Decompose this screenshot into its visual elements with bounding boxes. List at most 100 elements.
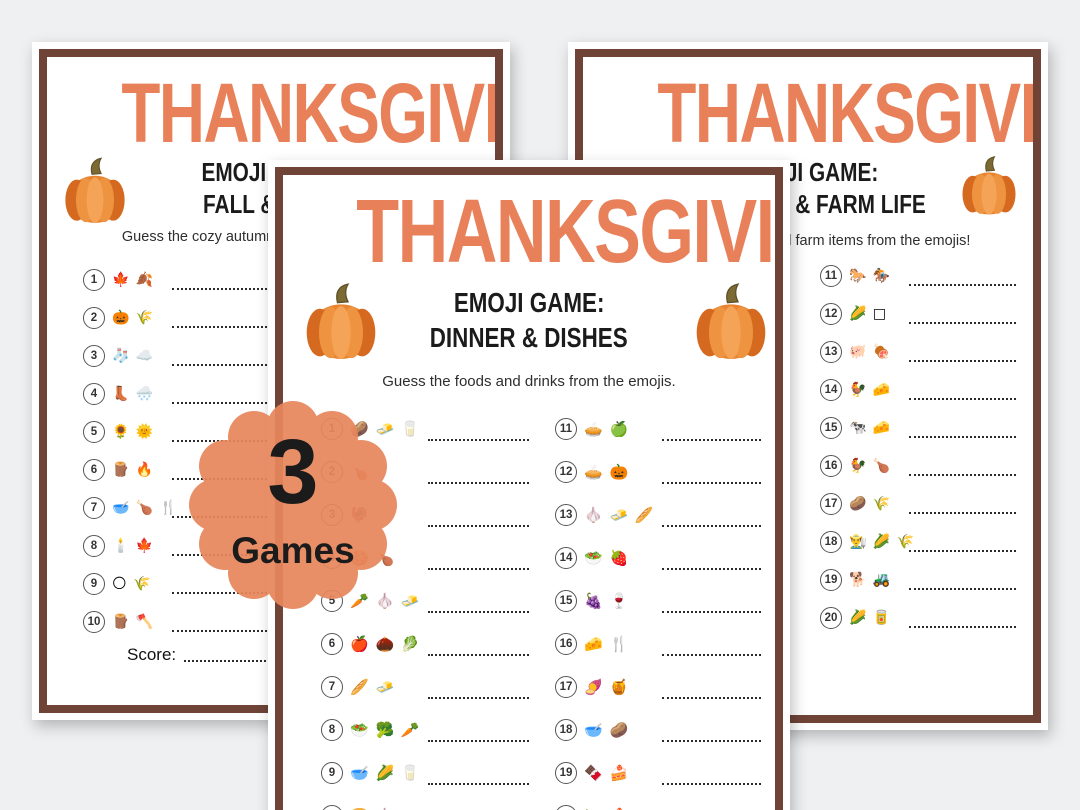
quiz-item-row: 12 🥧 🎃 [555, 450, 767, 493]
item-number: 10 [321, 804, 343, 810]
worksheet-dinner-dishes: THANKSGIVING EMOJI GAME: DINNER & DISHES… [268, 160, 790, 810]
item-number: 14 [820, 379, 842, 401]
item-emoji-clue: 🍋 🍰 [584, 807, 660, 810]
pumpkin-icon [962, 156, 1016, 215]
answer-line [662, 654, 761, 656]
item-emoji-clue: 🍞 🧄 🧈 [350, 807, 426, 810]
badge-count: 3 [267, 421, 319, 523]
answer-line [909, 360, 1016, 362]
item-number: 20 [820, 607, 842, 629]
item-number: 9 [83, 573, 105, 595]
quiz-item-row: 14 🐓 🧀 [820, 371, 1022, 409]
quiz-item-row: 18 🥣 🥔 [555, 708, 767, 751]
item-number: 6 [83, 459, 105, 481]
item-emoji-clue: 🥔 🌾 [849, 496, 892, 512]
item-number: 13 [820, 341, 842, 363]
item-number: 17 [555, 675, 577, 698]
item-emoji-clue: 🌻 🌞 [112, 424, 155, 440]
item-number: 18 [555, 718, 577, 741]
score-line [184, 660, 303, 662]
item-number: 3 [83, 345, 105, 367]
item-number: 15 [820, 417, 842, 439]
item-emoji-clue: 🥗 🍓 [584, 548, 630, 567]
item-number: 15 [555, 589, 577, 612]
item-emoji-clue: 🥣 🌽 🥛 [350, 763, 421, 782]
item-emoji-clue: 🐖 🍖 [849, 344, 892, 360]
item-number: 11 [820, 265, 842, 287]
pumpkin-image-slot [57, 155, 133, 227]
item-emoji-clue: 🕯️ 🍁 [112, 538, 155, 554]
item-number: 9 [321, 761, 343, 784]
quiz-item-row: 15 🐄 🧀 [820, 409, 1022, 447]
item-number: 18 [820, 531, 842, 553]
answer-line [428, 654, 529, 656]
answer-line [662, 439, 761, 441]
quiz-item-row: 2 🎃 🌾 [83, 299, 333, 337]
item-emoji-clue: 🥗 🥦 🥕 [350, 720, 421, 739]
item-emoji-clue: 🥖 🧈 [350, 677, 396, 696]
quiz-item-list-right: 11 🥧 🍏 12 🥧 🎃 13 🧄 🧈 🥖 14 🥗 🍓 15 🍇 🍷 16 … [555, 407, 767, 810]
quiz-item-row: 17 🥔 🌾 [820, 485, 1022, 523]
quiz-item-row: 3 🧦 ☁️ [83, 337, 333, 375]
pumpkin-icon [696, 283, 766, 359]
pumpkin-icon [306, 283, 376, 359]
answer-line [428, 439, 529, 441]
item-emoji-clue: 🐄 🧀 [849, 420, 892, 436]
item-emoji-clue: 🧄 🧈 🥖 [584, 505, 655, 524]
answer-line [662, 611, 761, 613]
answer-line [428, 568, 529, 570]
answer-line [909, 550, 1016, 552]
item-number: 4 [83, 383, 105, 405]
answer-line [909, 588, 1016, 590]
item-emoji-clue: 🥕 🧄 🧈 [350, 591, 421, 610]
answer-line [909, 626, 1016, 628]
item-number: 13 [555, 503, 577, 526]
item-number: 1 [83, 269, 105, 291]
item-emoji-clue: 🌕 🌾 [112, 576, 152, 592]
answer-line [172, 288, 327, 290]
quiz-item-row: 6 🍎 🌰 🥬 [321, 622, 535, 665]
item-emoji-clue: 🧀 🍴 [584, 634, 630, 653]
answer-line [662, 697, 761, 699]
page-title: THANKSGIVING [121, 66, 500, 160]
quiz-item-row: 16 🐓 🍗 [820, 447, 1022, 485]
games-count-badge: 3 Games [186, 396, 400, 614]
item-emoji-clue: 🐕 🚜 [849, 572, 892, 588]
item-emoji-clue: 🧦 ☁️ [112, 348, 155, 364]
quiz-item-row: 16 🧀 🍴 [555, 622, 767, 665]
answer-line [428, 482, 529, 484]
page-title: THANKSGIVING [657, 66, 1036, 160]
answer-line [428, 697, 529, 699]
answer-line [662, 482, 761, 484]
quiz-item-row: 10 🍞 🧄 🧈 [321, 794, 535, 810]
item-number: 20 [555, 804, 577, 810]
item-emoji-clue: 👨‍🌾 🌽 🌾 [849, 534, 916, 550]
item-emoji-clue: 🥧 🎃 [584, 462, 630, 481]
answer-line [428, 783, 529, 785]
answer-line [909, 322, 1016, 324]
item-emoji-clue: 🌽 🥫 [849, 610, 892, 626]
answer-line [909, 436, 1016, 438]
answer-line [909, 512, 1016, 514]
quiz-item-row: 11 🥧 🍏 [555, 407, 767, 450]
item-emoji-clue: 👢 🌨️ [112, 386, 155, 402]
item-number: 8 [321, 718, 343, 741]
item-emoji-clue: 🪵 🪓 [112, 614, 155, 630]
item-emoji-clue: 🐓 🍗 [849, 458, 892, 474]
item-number: 7 [83, 497, 105, 519]
quiz-item-row: 17 🍠 🍯 [555, 665, 767, 708]
item-emoji-clue: 🥧 🍏 [584, 419, 630, 438]
answer-line [909, 284, 1016, 286]
item-number: 16 [555, 632, 577, 655]
quiz-item-row: 11 🐎 🏇 [820, 257, 1022, 295]
item-emoji-clue: 🍠 🍯 [584, 677, 630, 696]
score-label: Score: [127, 645, 177, 664]
quiz-item-row: 20 🍋 🍰 [555, 794, 767, 810]
item-number: 17 [820, 493, 842, 515]
quiz-item-row: 13 🐖 🍖 [820, 333, 1022, 371]
answer-line [172, 630, 327, 632]
pumpkin-image-slot [297, 281, 385, 363]
quiz-item-list: 11 🐎 🏇 12 🌽 □ 13 🐖 🍖 14 🐓 🧀 15 🐄 🧀 16 🐓 … [820, 257, 1022, 637]
quiz-item-row: 1 🍁 🍂 [83, 261, 333, 299]
